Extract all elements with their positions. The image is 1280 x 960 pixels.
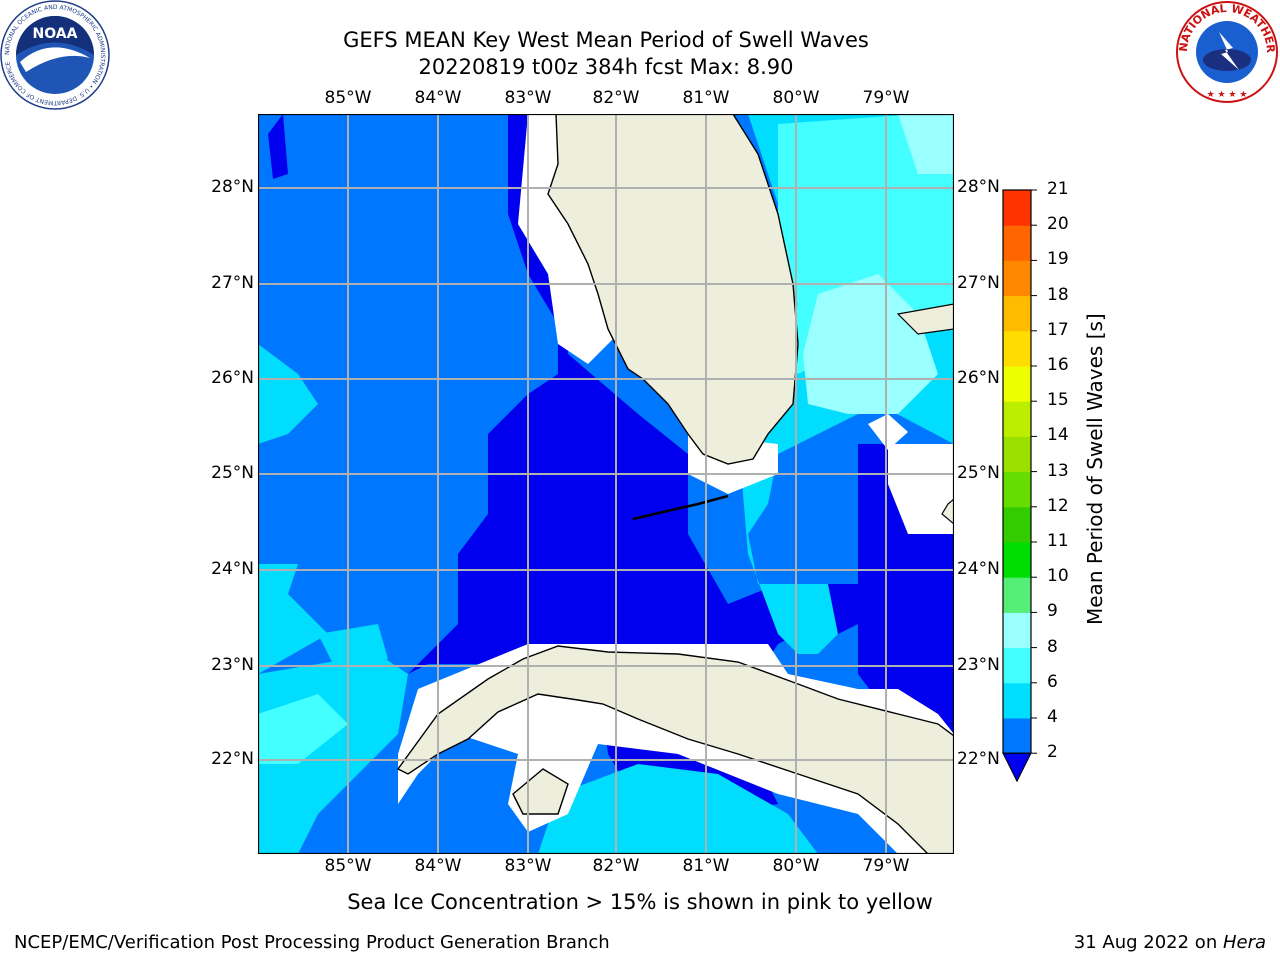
swell-spot-8-9-ne bbox=[898, 114, 954, 174]
swell-spot-6-8-sw bbox=[258, 694, 348, 764]
lon-label-top: 85°W bbox=[324, 88, 372, 108]
noaa-logo-text: NOAA bbox=[33, 26, 78, 42]
colorbar-tick-label: 17 bbox=[1047, 319, 1069, 340]
colorbar-tick-label: 10 bbox=[1047, 566, 1069, 587]
colorbar-under-arrow bbox=[1002, 752, 1032, 783]
lat-label-left: 28°N bbox=[211, 177, 254, 197]
masked-region-bahamas bbox=[888, 444, 954, 534]
lat-label-left: 23°N bbox=[211, 655, 254, 675]
colorbar-tick-label: 15 bbox=[1047, 390, 1069, 411]
credit-date: 31 Aug 2022 on bbox=[1073, 932, 1223, 953]
swell-field-4-6-west bbox=[258, 344, 318, 444]
colorbar-tick-label: 2 bbox=[1047, 742, 1058, 763]
colorbar-segment bbox=[1003, 190, 1031, 226]
sea-ice-caption: Sea Ice Concentration > 15% is shown in … bbox=[347, 890, 933, 914]
colorbar-tick-label: 14 bbox=[1047, 425, 1069, 446]
colorbar-label: Mean Period of Swell Waves [s] bbox=[1083, 313, 1107, 625]
colorbar-segment bbox=[1003, 718, 1031, 754]
lat-label-left: 27°N bbox=[211, 273, 254, 293]
lat-label-left: 24°N bbox=[211, 559, 254, 579]
colorbar-tick-label: 16 bbox=[1047, 355, 1069, 375]
lat-label-right: 22°N bbox=[957, 749, 1000, 769]
lon-label-bottom: 82°W bbox=[592, 856, 640, 876]
florida-keys-coast bbox=[632, 494, 729, 521]
colorbar-segment bbox=[1003, 471, 1031, 508]
colorbar bbox=[1002, 189, 1037, 783]
colorbar-segment bbox=[1003, 577, 1031, 613]
colorbar-segment bbox=[1003, 260, 1031, 297]
noaa-logo: NATIONAL OCEANIC AND ATMOSPHERIC ADMINIS… bbox=[0, 0, 110, 110]
colorbar-tick-label: 4 bbox=[1047, 707, 1058, 727]
colorbar-tick-label: 18 bbox=[1047, 284, 1069, 305]
colorbar-segment bbox=[1003, 506, 1031, 543]
lon-label-bottom: 83°W bbox=[504, 856, 552, 876]
credit-left: NCEP/EMC/Verification Post Processing Pr… bbox=[14, 932, 610, 953]
colorbar-segment bbox=[1003, 330, 1031, 367]
swell-spot-below-2-nw bbox=[268, 114, 288, 179]
lat-label-left: 26°N bbox=[211, 368, 254, 388]
lat-label-right: 24°N bbox=[957, 559, 1000, 579]
colorbar-segment bbox=[1003, 366, 1031, 402]
graticule bbox=[258, 114, 954, 854]
lon-label-bottom: 80°W bbox=[772, 856, 820, 876]
lon-label-top: 79°W bbox=[862, 88, 910, 108]
map-frame bbox=[258, 114, 954, 854]
colorbar-segment bbox=[1003, 295, 1031, 332]
colorbar-tick-label: 12 bbox=[1047, 495, 1069, 516]
colorbar-tick-label: 9 bbox=[1047, 601, 1058, 622]
lat-label-right: 28°N bbox=[957, 177, 1000, 197]
lat-label-left: 25°N bbox=[211, 463, 254, 483]
bahamas-island-land bbox=[896, 303, 954, 335]
lon-label-bottom: 85°W bbox=[324, 856, 372, 876]
lon-label-top: 82°W bbox=[592, 88, 640, 108]
isla-juventud-land bbox=[512, 768, 569, 815]
swell-field-4-6-south bbox=[538, 764, 818, 854]
cuba-land bbox=[396, 645, 954, 854]
lon-label-bottom: 84°W bbox=[414, 856, 462, 876]
nws-logo: NATIONAL WEATHER SERVICE ★ ★ ★ ★ bbox=[1175, 0, 1278, 103]
lon-label-top: 80°W bbox=[772, 88, 820, 108]
lat-label-right: 23°N bbox=[957, 655, 1000, 675]
plot-subtitle: 20220819 t00z 384h fcst Max: 8.90 bbox=[418, 55, 794, 79]
svg-text:★ ★ ★ ★: ★ ★ ★ ★ bbox=[1207, 90, 1248, 100]
plot-title: GEFS MEAN Key West Mean Period of Swell … bbox=[343, 28, 869, 52]
colorbar-tick-label: 8 bbox=[1047, 636, 1058, 657]
lat-label-right: 25°N bbox=[957, 463, 1000, 483]
credit-right: 31 Aug 2022 on Hera bbox=[1074, 932, 1266, 953]
colorbar-segment bbox=[1003, 225, 1031, 261]
lon-label-top: 81°W bbox=[682, 88, 730, 108]
colorbar-segment bbox=[1003, 647, 1031, 684]
lon-label-bottom: 81°W bbox=[682, 856, 730, 876]
colorbar-segment bbox=[1003, 612, 1031, 649]
colorbar-tick-label: 6 bbox=[1047, 671, 1058, 692]
lat-label-right: 26°N bbox=[957, 368, 1000, 388]
florida-land bbox=[547, 114, 799, 465]
lon-label-bottom: 79°W bbox=[862, 856, 910, 876]
colorbar-segment bbox=[1003, 682, 1031, 719]
swell-field-4-6-sw bbox=[258, 564, 328, 674]
lat-label-left: 22°N bbox=[211, 749, 254, 769]
credit-machine: Hera bbox=[1222, 932, 1266, 953]
colorbar-tick-label: 11 bbox=[1047, 531, 1069, 551]
colorbar-segment bbox=[1003, 436, 1031, 473]
map-panel bbox=[258, 114, 954, 854]
colorbar-tick-label: 21 bbox=[1047, 179, 1069, 199]
colorbar-segment bbox=[1003, 542, 1031, 578]
colorbar-tick-label: 20 bbox=[1047, 214, 1069, 235]
lon-label-top: 83°W bbox=[504, 88, 552, 108]
swell-spot-4-6 bbox=[318, 624, 388, 674]
andros-island-land bbox=[941, 498, 954, 525]
colorbar-tick-label: 19 bbox=[1047, 249, 1069, 270]
lon-label-top: 84°W bbox=[414, 88, 462, 108]
colorbar-segment bbox=[1003, 401, 1031, 437]
swell-field-below-2 bbox=[408, 114, 868, 674]
masked-region-bahamas-island bbox=[868, 414, 908, 450]
lat-label-right: 27°N bbox=[957, 273, 1000, 293]
colorbar-tick-label: 13 bbox=[1047, 460, 1069, 481]
